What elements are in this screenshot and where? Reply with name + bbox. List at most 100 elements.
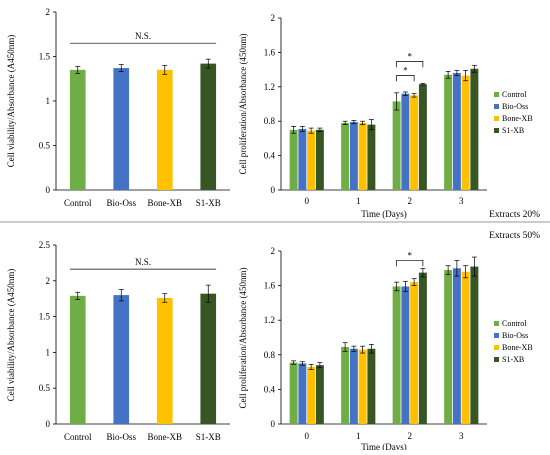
condition-label-bottom: Extracts 50% (489, 231, 540, 241)
bar-s1-xb (200, 63, 217, 191)
y-tick-label: 0.5 (39, 141, 51, 151)
legend-swatch-bio-oss (494, 104, 499, 109)
y-tick-label: 0 (46, 185, 51, 195)
x-axis-title: Time (Days) (361, 442, 406, 450)
y-tick-label: 2.5 (39, 240, 51, 250)
x-category-label: 3 (459, 196, 464, 206)
y-tick-label: 0.5 (39, 383, 51, 393)
y-tick-label: 1.2 (264, 82, 275, 92)
bar-day1-bone-xb (358, 349, 367, 424)
bar-day2-bio-oss (401, 286, 410, 424)
legend-label-bio-oss: Bio-Oss (502, 102, 528, 111)
x-category-label: Control (64, 432, 92, 442)
bar-day3-bone-xb (461, 271, 470, 424)
bar-bone-xb (156, 297, 173, 424)
legend-label-control: Control (502, 319, 527, 328)
x-category-label: Control (64, 198, 92, 208)
x-category-label: 2 (408, 431, 413, 441)
bar-day3-control (444, 270, 453, 424)
x-category-label: 1 (356, 431, 361, 441)
bar-day0-bone-xb (307, 130, 316, 190)
significance-star: * (408, 250, 413, 260)
bar-day3-s1-xb (470, 266, 479, 424)
x-category-label: S1-XB (196, 432, 221, 442)
x-category-label: 1 (356, 196, 361, 206)
legend-swatch-bone-xb (494, 345, 499, 350)
y-tick-label: 2 (271, 13, 276, 23)
y-tick-label: 0 (46, 419, 51, 429)
bar-day1-control (341, 347, 350, 424)
bar-day2-control (392, 286, 401, 424)
bar-s1-xb (200, 293, 217, 424)
y-tick-label: 1.5 (39, 52, 51, 62)
bar-day0-s1-xb (315, 365, 324, 424)
legend-swatch-control (494, 92, 499, 97)
y-axis-title: Cell proliferation/Absorbance (450nm) (238, 34, 248, 175)
x-category-label: 0 (305, 196, 310, 206)
bar-day3-s1-xb (470, 68, 479, 190)
bar-bio-oss (113, 68, 130, 190)
legend-label-bone-xb: Bone-XB (502, 343, 533, 352)
bar-bio-oss (113, 295, 130, 424)
ns-label: N.S. (135, 31, 151, 41)
bar-day1-bio-oss (349, 348, 358, 424)
bar-day2-s1-xb (418, 272, 427, 424)
legend-swatch-bio-oss (494, 333, 499, 338)
significance-bracket (396, 61, 424, 68)
legend-swatch-s1-xb (494, 128, 499, 133)
y-tick-label: 2 (271, 246, 276, 256)
legend-label-s1-xb: S1-XB (502, 355, 524, 364)
bar-day0-s1-xb (315, 129, 324, 190)
bar-day0-bio-oss (298, 128, 307, 190)
bar-day3-control (444, 74, 453, 190)
y-tick-label: 0 (271, 185, 276, 195)
bar-day0-bone-xb (307, 366, 316, 424)
y-tick-label: 0.8 (264, 116, 276, 126)
y-tick-label: 0 (271, 419, 276, 429)
bar-day1-s1-xb (367, 348, 376, 424)
x-axis-title: Time (Days) (361, 209, 406, 219)
bar-day1-s1-xb (367, 124, 376, 190)
x-category-label: Bone-XB (148, 432, 183, 442)
bar-day0-control (289, 362, 298, 424)
bar-day3-bio-oss (452, 73, 461, 190)
y-tick-label: 1 (46, 96, 51, 106)
bar-day0-control (289, 129, 298, 190)
x-category-label: 3 (459, 431, 464, 441)
y-tick-label: 1.6 (264, 281, 276, 291)
bar-day3-bone-xb (461, 75, 470, 190)
y-axis-title: Cell viability/Absorbance (A450nm) (6, 35, 16, 167)
y-tick-label: 0.4 (264, 151, 276, 161)
significance-bracket (396, 75, 415, 82)
bar-control (69, 69, 86, 190)
bar-day2-s1-xb (418, 84, 427, 190)
y-tick-label: 0.4 (264, 384, 276, 394)
y-tick-label: 2 (46, 7, 51, 17)
x-category-label: Bone-XB (148, 198, 183, 208)
bar-day2-bio-oss (401, 93, 410, 190)
legend-swatch-bone-xb (494, 116, 499, 121)
x-category-label: 2 (408, 196, 413, 206)
y-tick-label: 1 (46, 347, 51, 357)
bar-day2-bone-xb (410, 282, 419, 424)
bar-day1-bone-xb (358, 122, 367, 190)
legend-swatch-s1-xb (494, 357, 499, 362)
y-tick-label: 0.8 (264, 350, 276, 360)
bar-day1-control (341, 122, 350, 190)
bar-day2-control (392, 101, 401, 190)
y-tick-label: 1.2 (264, 315, 275, 325)
legend-label-s1-xb: S1-XB (502, 126, 524, 135)
bar-day0-bio-oss (298, 363, 307, 424)
bar-control (69, 295, 86, 424)
y-axis-title: Cell viability/Absorbance (A450nm) (6, 269, 16, 401)
y-tick-label: 1.6 (264, 47, 276, 57)
y-tick-label: 1.5 (39, 312, 51, 322)
significance-star: * (403, 65, 408, 75)
x-category-label: S1-XB (196, 198, 221, 208)
legend-label-control: Control (502, 90, 527, 99)
bar-bone-xb (156, 69, 173, 190)
ns-label: N.S. (135, 257, 151, 267)
significance-star: * (408, 51, 413, 61)
